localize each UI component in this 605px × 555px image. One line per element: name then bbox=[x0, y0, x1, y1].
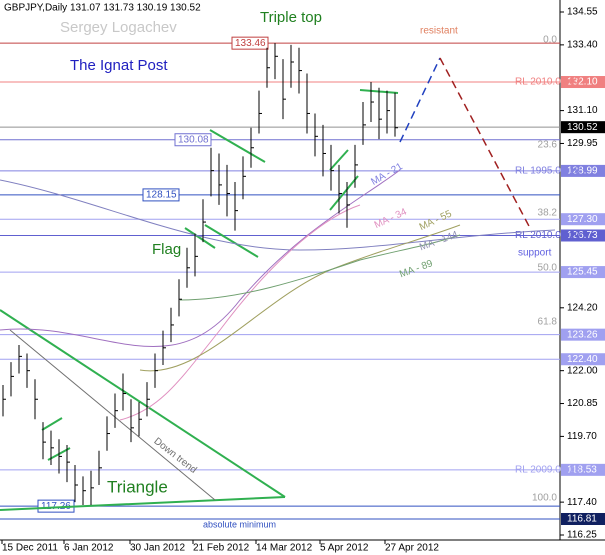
annotation: Triangle bbox=[107, 477, 168, 496]
price-box bbox=[561, 164, 605, 177]
x-tick-label: 30 Jan 2012 bbox=[130, 543, 185, 554]
price-box-label: 123.26 bbox=[567, 329, 598, 340]
header: GBPJPY,Daily 131.07 131.73 130.19 130.52 bbox=[4, 3, 201, 14]
level-label: 117.26 bbox=[41, 501, 71, 512]
price-box-label: 132.10 bbox=[567, 77, 598, 88]
price-box-label: 126.73 bbox=[567, 230, 598, 241]
price-box-label: 127.30 bbox=[567, 214, 598, 225]
price-box bbox=[561, 266, 605, 279]
y-tick-label: 133.40 bbox=[567, 40, 598, 51]
annotation: absolute minimum bbox=[203, 519, 276, 529]
price-box bbox=[561, 463, 605, 476]
y-tick-label: 119.70 bbox=[567, 431, 597, 442]
level-note: RL 2010.08.20 bbox=[515, 230, 581, 241]
y-tick-label: 134.55 bbox=[567, 7, 598, 18]
annotation: Flag bbox=[152, 241, 181, 258]
price-box-label: 125.45 bbox=[567, 267, 598, 278]
fib-label: 50.0 bbox=[538, 263, 558, 274]
level-box bbox=[174, 133, 212, 147]
level-note: RL 1995.04.18 bbox=[515, 166, 581, 177]
level-label: 133.46 bbox=[235, 38, 266, 49]
price-box bbox=[561, 213, 605, 226]
x-tick-label: 6 Jan 2012 bbox=[64, 543, 114, 554]
price-box-label: 116.81 bbox=[567, 514, 597, 525]
y-tick-label: 129.95 bbox=[567, 138, 598, 149]
down-trend-line bbox=[9, 329, 216, 501]
fib-label: 23.6 bbox=[538, 140, 558, 151]
x-tick-label: 15 Dec 2011 bbox=[2, 543, 58, 554]
price-box-label: 130.52 bbox=[567, 122, 598, 133]
y-tick-label: 124.20 bbox=[567, 302, 598, 313]
y-tick-label: 131.10 bbox=[567, 105, 598, 116]
annotation: resistant bbox=[420, 26, 458, 37]
fib-label: 38.2 bbox=[538, 208, 558, 219]
price-box-label: 128.99 bbox=[567, 166, 598, 177]
price-box bbox=[561, 512, 605, 525]
y-tick-label: 117.40 bbox=[567, 497, 597, 508]
annotation: support bbox=[518, 248, 552, 259]
x-tick-label: 14 Mar 2012 bbox=[256, 543, 313, 554]
x-tick-label: 21 Feb 2012 bbox=[193, 543, 250, 554]
price-box bbox=[561, 353, 605, 366]
y-tick-label: 116.25 bbox=[567, 530, 597, 541]
y-tick-label: 120.85 bbox=[567, 398, 598, 409]
projection-down bbox=[439, 57, 531, 229]
fib-label: 61.8 bbox=[538, 317, 558, 328]
x-tick-label: 27 Apr 2012 bbox=[385, 543, 439, 554]
annotation: Triple top bbox=[260, 9, 322, 26]
moving-averages bbox=[0, 169, 556, 421]
fib-label: 100.0 bbox=[532, 493, 557, 504]
price-box bbox=[561, 76, 605, 89]
price-box bbox=[561, 229, 605, 242]
trendlines bbox=[0, 89, 399, 511]
fib-label: 0.0 bbox=[543, 35, 557, 46]
price-box-label: 122.40 bbox=[567, 354, 598, 365]
price-box-label: 118.53 bbox=[567, 464, 597, 475]
price-box bbox=[561, 121, 605, 134]
y-tick-label: 122.00 bbox=[567, 365, 598, 376]
brand: The Ignat Post bbox=[70, 57, 168, 74]
level-label: 128.15 bbox=[146, 190, 177, 201]
x-tick-label: 5 Apr 2012 bbox=[320, 543, 369, 554]
watermark: Sergey Logachev bbox=[60, 19, 177, 36]
projection-up bbox=[399, 57, 441, 143]
level-box bbox=[142, 188, 180, 202]
level-label: 130.08 bbox=[178, 134, 209, 145]
level-note: RL 2009.01.23 bbox=[515, 464, 581, 475]
level-note: RL 2010.03.07 bbox=[515, 77, 581, 88]
level-box bbox=[231, 36, 269, 50]
price-box bbox=[561, 328, 605, 341]
